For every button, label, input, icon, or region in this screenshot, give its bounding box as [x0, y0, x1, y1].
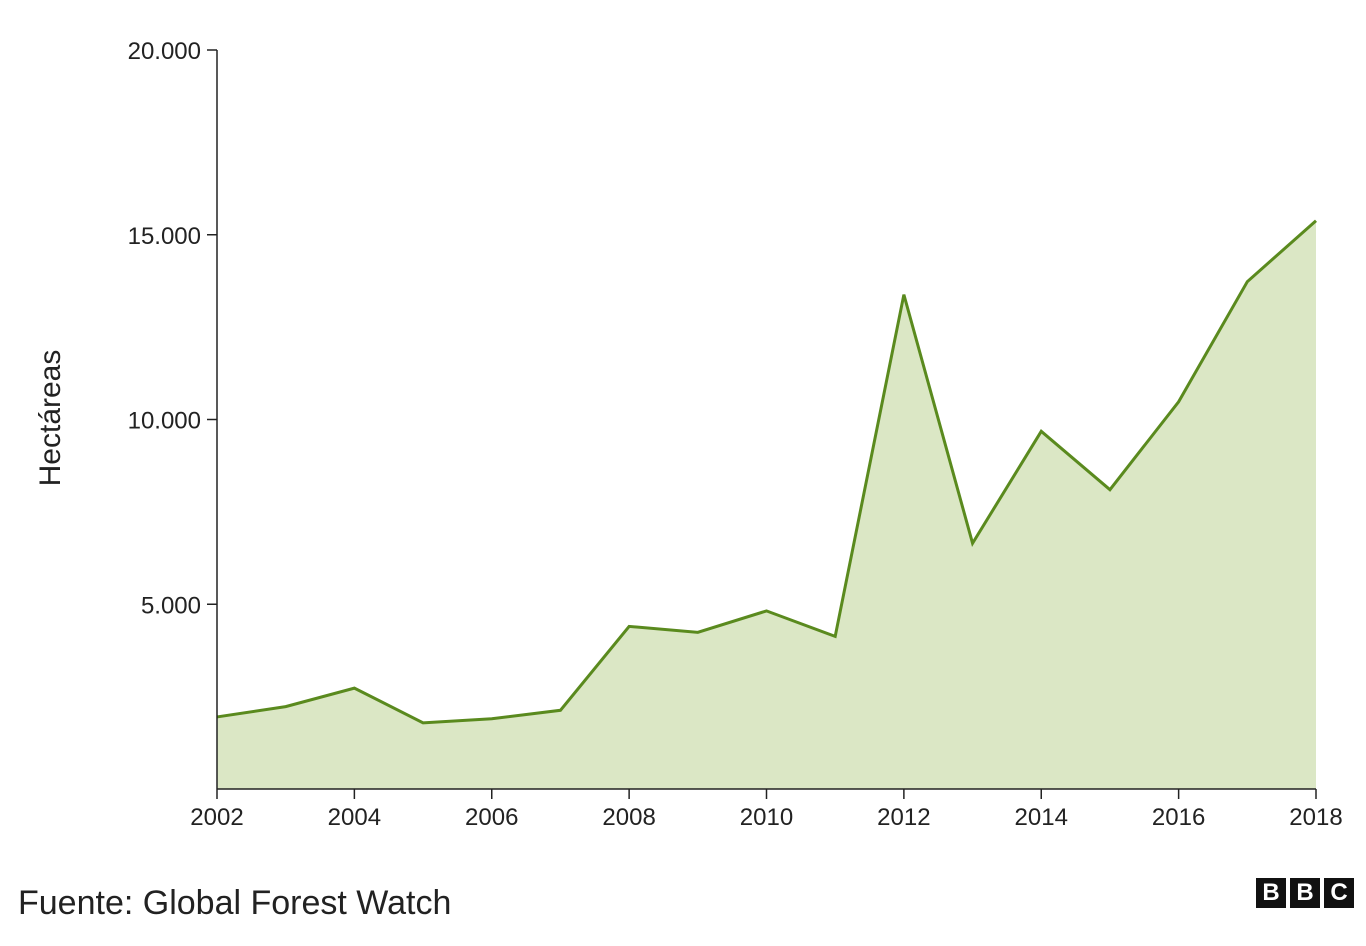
- y-tick-label: 20.000: [128, 38, 201, 65]
- bbc-logo-letter: B: [1290, 878, 1320, 908]
- area-chart: 5.000 10.000 15.000 20.000 2002 2004 2006 2008 2…: [34, 38, 1343, 831]
- footer: Fuente: Global Forest Watch B B C: [0, 870, 1366, 946]
- bbc-logo-letter: C: [1324, 878, 1354, 908]
- x-tick-label: 2006: [465, 804, 518, 831]
- area-layer: [216, 219, 1317, 790]
- axis-layer: 5.000 10.000 15.000 20.000 2002 2004 2006 2008 2…: [128, 38, 1343, 831]
- y-tick-label: 5.000: [141, 592, 201, 619]
- x-tick-label: 2012: [877, 804, 930, 831]
- y-tick-label: 10.000: [128, 408, 201, 435]
- series-line: [216, 219, 1317, 725]
- x-tick-label: 2008: [602, 804, 655, 831]
- bbc-logo-letter: B: [1256, 878, 1286, 908]
- y-axis-title: Hectáreas: [34, 350, 67, 487]
- source-note: Fuente: Global Forest Watch: [18, 884, 452, 922]
- x-tick-label: 2014: [1015, 804, 1068, 831]
- x-tick-label: 2016: [1152, 804, 1205, 831]
- bbc-logo: B B C: [1256, 878, 1354, 908]
- x-tick-label: 2004: [328, 804, 381, 831]
- x-tick-label: 2010: [740, 804, 793, 831]
- x-tick-label: 2002: [190, 804, 243, 831]
- y-tick-label: 15.000: [128, 223, 201, 250]
- area-fill: [217, 220, 1316, 790]
- x-tick-label: 2018: [1289, 804, 1342, 831]
